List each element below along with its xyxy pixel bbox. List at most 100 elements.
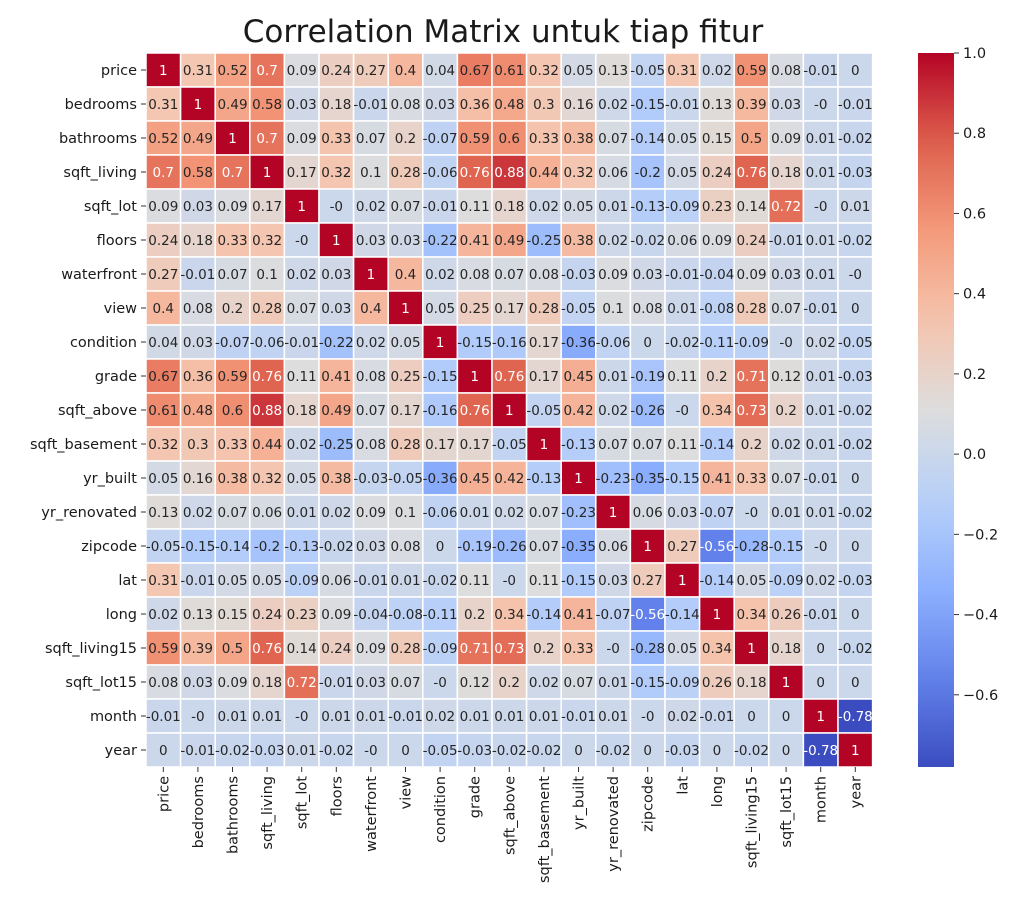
cell-value-label: 1 bbox=[782, 675, 791, 691]
heatmap-cell bbox=[422, 596, 459, 632]
cell-value-label: 0.03 bbox=[321, 267, 351, 283]
cell-value-label: 0.38 bbox=[321, 471, 351, 487]
heatmap-cell bbox=[837, 562, 874, 598]
cell-value-label: 0.2 bbox=[499, 675, 520, 691]
cell-value-label: 0.02 bbox=[806, 335, 836, 351]
heatmap-cell bbox=[664, 698, 701, 734]
cell-value-label: -0.25 bbox=[319, 437, 354, 453]
heatmap-cell bbox=[422, 528, 459, 564]
cell-value-label: -0.28 bbox=[734, 539, 769, 555]
cell-value-label: 0.73 bbox=[736, 403, 766, 419]
heatmap-cell bbox=[145, 290, 182, 326]
heatmap-cell bbox=[768, 256, 805, 292]
cell-value-label: 0.26 bbox=[771, 607, 801, 623]
cell-value-label: -0.14 bbox=[699, 437, 734, 453]
cell-value-label: -0 bbox=[433, 675, 446, 691]
cell-value-label: -0.02 bbox=[734, 743, 769, 759]
cell-value-label: 0.33 bbox=[736, 471, 766, 487]
heatmap-cell bbox=[145, 154, 182, 190]
heatmap-cell bbox=[560, 732, 597, 768]
cell-value-label: 0.26 bbox=[702, 675, 732, 691]
cell-value-label: 0.01 bbox=[356, 709, 386, 725]
cell-value-label: 0.01 bbox=[806, 437, 836, 453]
heatmap-cell bbox=[456, 154, 493, 190]
cell-value-label: -0.05 bbox=[423, 743, 458, 759]
heatmap-cell bbox=[387, 562, 424, 598]
heatmap-cell bbox=[491, 460, 528, 496]
cell-value-label: 0.07 bbox=[287, 301, 317, 317]
colorbar-tick-label: 0.6 bbox=[963, 206, 986, 222]
heatmap-cell bbox=[698, 698, 735, 734]
heatmap-cell bbox=[560, 358, 597, 394]
cell-value-label: -0.02 bbox=[423, 573, 458, 589]
heatmap-cell bbox=[145, 86, 182, 122]
cell-value-label: 0.03 bbox=[287, 97, 317, 113]
cell-value-label: -0.02 bbox=[319, 743, 354, 759]
column-label: bedrooms bbox=[191, 776, 207, 848]
cell-value-label: 0.34 bbox=[702, 403, 732, 419]
cell-value-label: 0.05 bbox=[736, 573, 766, 589]
cell-value-label: 0.03 bbox=[598, 573, 628, 589]
cell-value-label: 0.5 bbox=[222, 641, 243, 657]
heatmap-cell bbox=[768, 154, 805, 190]
row-label: sqft_basement bbox=[30, 437, 137, 453]
heatmap-cell bbox=[560, 256, 597, 292]
cell-value-label: -0 bbox=[606, 641, 619, 657]
cell-value-label: 1 bbox=[332, 233, 341, 249]
heatmap-cell bbox=[837, 460, 874, 496]
heatmap-cell bbox=[525, 698, 562, 734]
cell-value-label: 0.59 bbox=[460, 131, 490, 147]
cell-value-label: 0.04 bbox=[425, 63, 455, 79]
heatmap-cell bbox=[214, 528, 251, 564]
cell-value-label: 0.08 bbox=[356, 437, 386, 453]
heatmap-cell bbox=[456, 52, 493, 88]
cell-value-label: -0.05 bbox=[561, 301, 596, 317]
heatmap-cell bbox=[283, 256, 320, 292]
cell-value-label: 0.44 bbox=[252, 437, 282, 453]
heatmap-cell bbox=[629, 188, 666, 224]
heatmap-cell bbox=[768, 52, 805, 88]
heatmap-cell bbox=[387, 392, 424, 428]
column-label: month bbox=[814, 776, 830, 823]
colorbar: 1.0 0.8 0.6 0.4 0.2 0.0 −0.2 −0.4 −0.6 bbox=[918, 46, 998, 767]
row-label: sqft_lot15 bbox=[65, 675, 137, 691]
heatmap-cell bbox=[698, 256, 735, 292]
cell-value-label: 0.07 bbox=[529, 505, 559, 521]
heatmap-cell bbox=[802, 732, 839, 768]
heatmap-cell bbox=[145, 698, 182, 734]
cell-value-label: -0.02 bbox=[630, 233, 665, 249]
cell-value-label: -0.26 bbox=[630, 403, 665, 419]
cell-value-label: 0.72 bbox=[287, 675, 317, 691]
cell-value-label: -0.02 bbox=[838, 505, 873, 521]
cell-value-label: 0 bbox=[851, 539, 860, 555]
cell-value-label: -0.04 bbox=[699, 267, 734, 283]
cell-value-label: 0.15 bbox=[702, 131, 732, 147]
cell-value-label: -0.03 bbox=[561, 267, 596, 283]
cell-value-label: -0.14 bbox=[526, 607, 561, 623]
cell-value-label: -0.14 bbox=[665, 607, 700, 623]
cell-value-label: 0.88 bbox=[252, 403, 282, 419]
cell-value-label: 0.07 bbox=[598, 437, 628, 453]
column-label: sqft_lot15 bbox=[779, 776, 795, 848]
cell-value-label: 0.01 bbox=[806, 369, 836, 385]
heatmap-cell bbox=[283, 426, 320, 462]
cell-value-label: 0.4 bbox=[395, 267, 416, 283]
heatmap-cell bbox=[456, 222, 493, 258]
cell-value-label: 0.17 bbox=[494, 301, 524, 317]
cell-value-label: 0.4 bbox=[360, 301, 381, 317]
cell-value-label: 0.02 bbox=[287, 437, 317, 453]
cell-value-label: 0.24 bbox=[252, 607, 282, 623]
cell-value-label: 1 bbox=[678, 573, 687, 589]
cell-value-label: 0.09 bbox=[287, 63, 317, 79]
cell-value-label: -0.07 bbox=[596, 607, 631, 623]
heatmap-cell bbox=[664, 256, 701, 292]
heatmap-cell bbox=[525, 188, 562, 224]
cell-value-label: 0.32 bbox=[563, 165, 593, 181]
cell-value-label: 0 bbox=[159, 743, 168, 759]
cell-value-label: 0.18 bbox=[183, 233, 213, 249]
heatmap-cell bbox=[629, 664, 666, 700]
cell-value-label: 0 bbox=[851, 63, 860, 79]
cell-value-label: 0.41 bbox=[321, 369, 351, 385]
cell-value-label: 0.04 bbox=[148, 335, 178, 351]
cell-value-label: 0.01 bbox=[252, 709, 282, 725]
